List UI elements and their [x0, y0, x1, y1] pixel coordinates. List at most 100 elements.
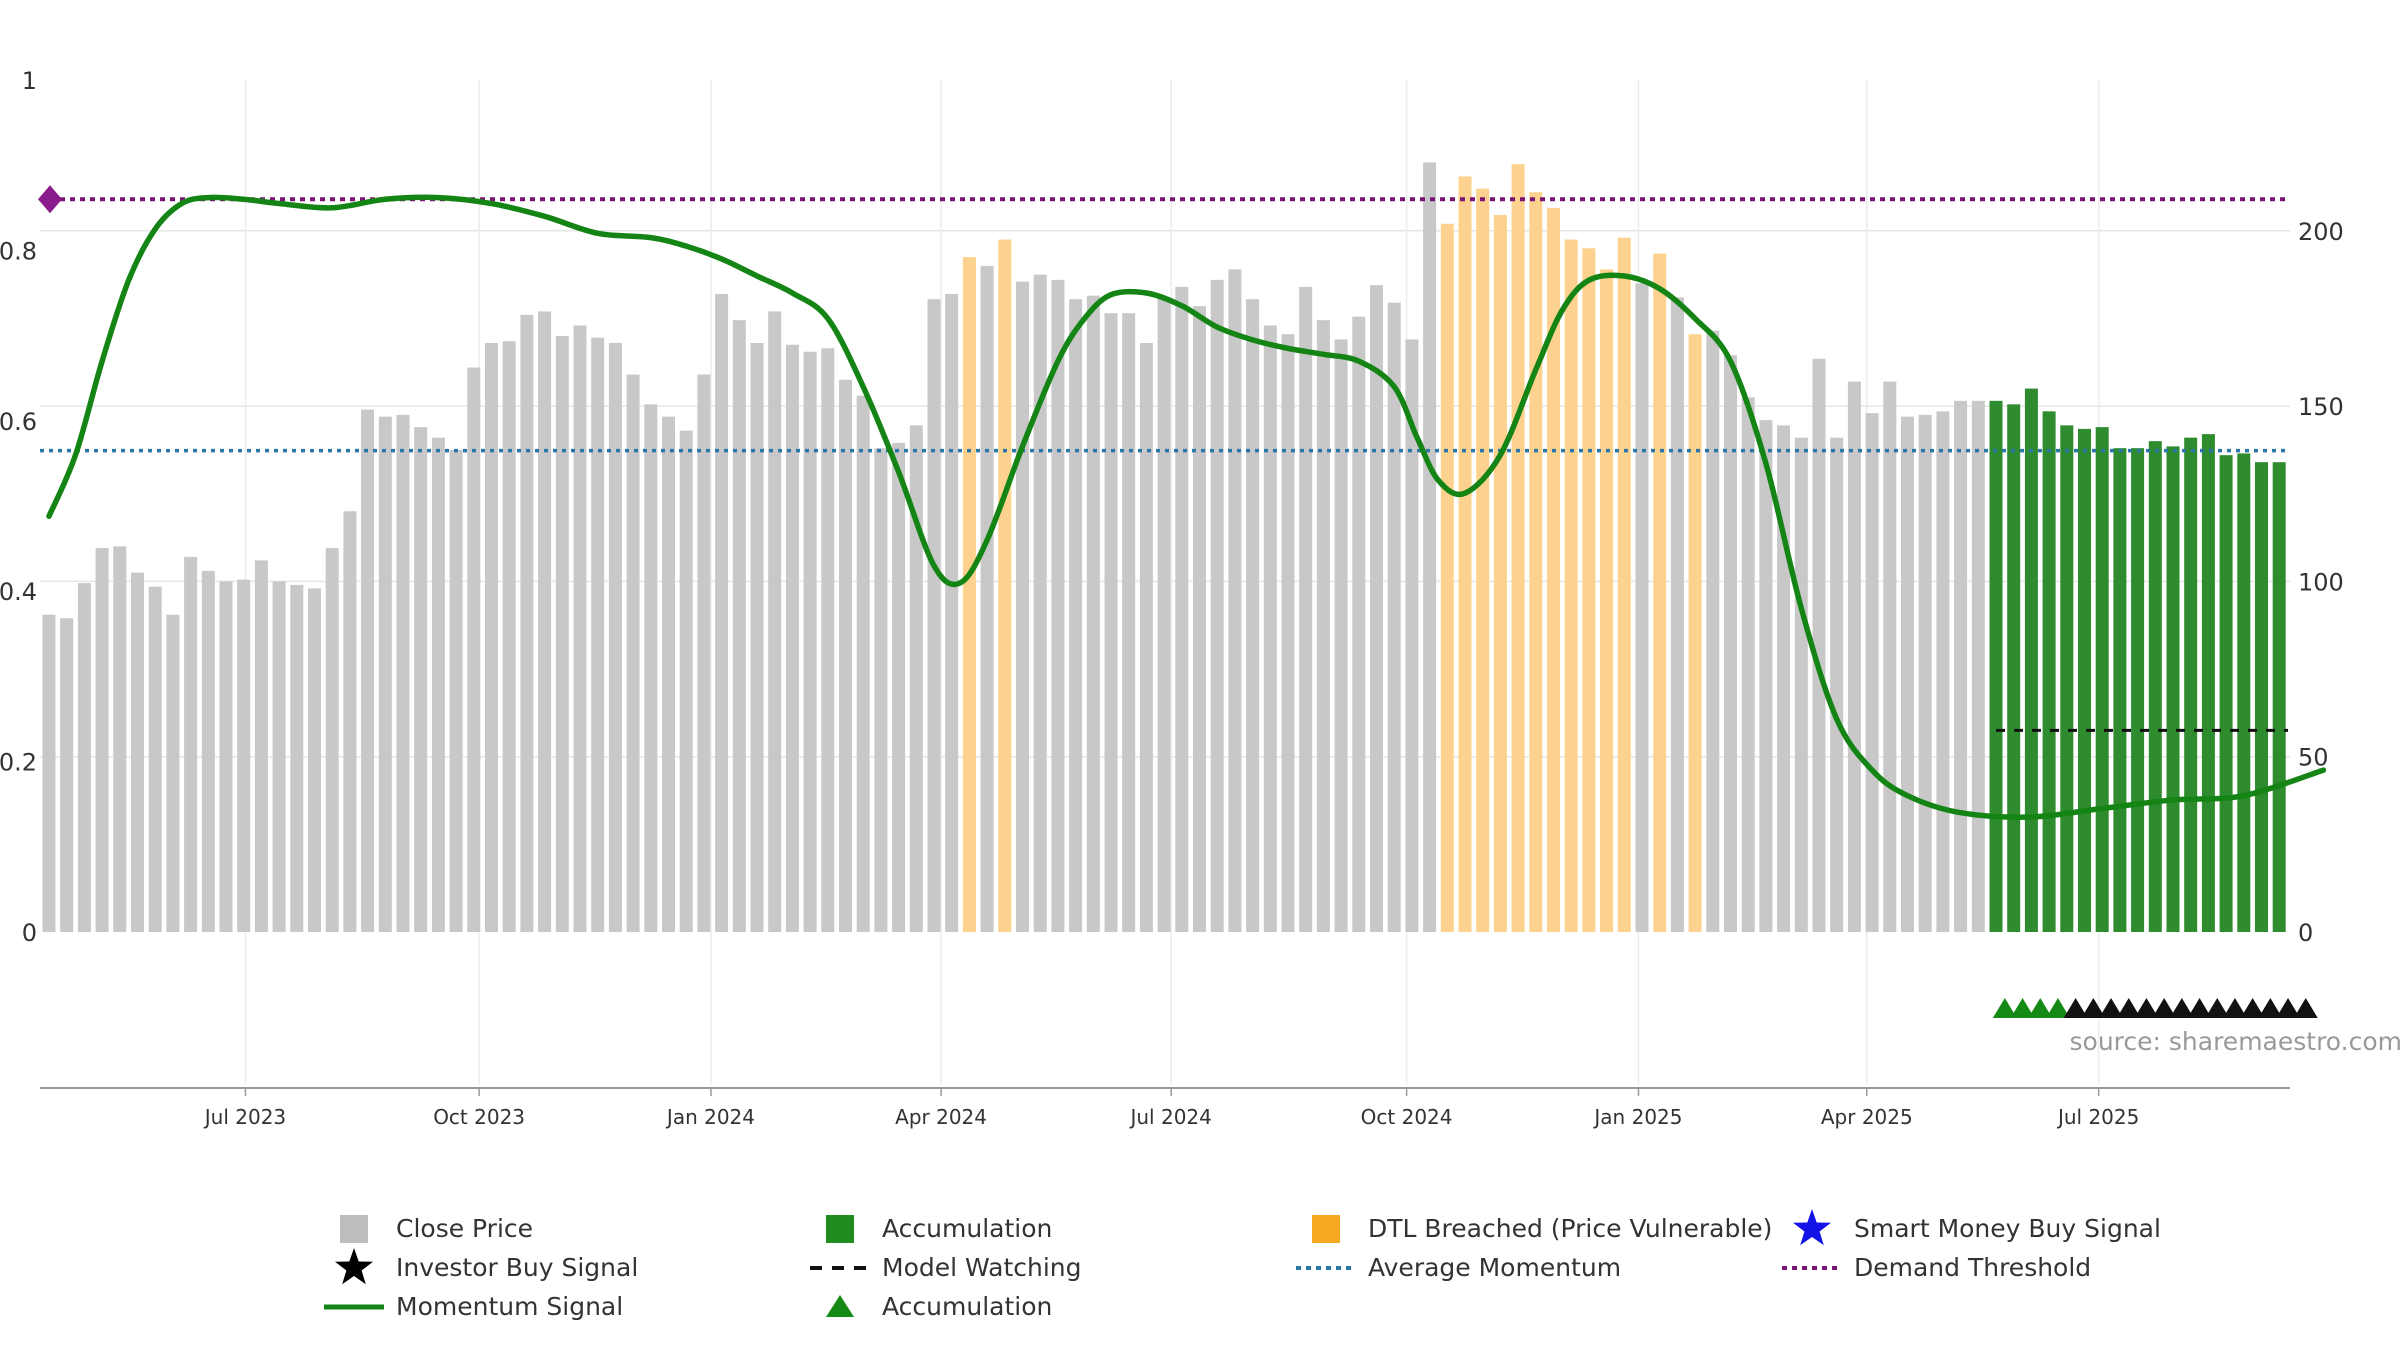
right-tick-label: 0	[2298, 919, 2313, 947]
close-price-bar	[1954, 401, 1967, 932]
accumulation-bar	[2167, 446, 2180, 932]
close-price-bar	[1423, 162, 1436, 932]
close-price-bar	[609, 343, 622, 932]
accumulation-bar	[2149, 441, 2162, 932]
accumulation-bar	[2007, 404, 2020, 932]
close-price-bar	[149, 587, 162, 932]
close-price-bar	[1228, 269, 1241, 932]
close-price-bar	[644, 404, 657, 932]
dtl-breached-bar	[1476, 189, 1489, 932]
close-price-bar	[503, 341, 516, 932]
dtl-breached-bar	[998, 240, 1011, 932]
accumulation-bar	[2113, 448, 2126, 932]
left-tick-label: 0.8	[0, 237, 37, 265]
source-text: source: sharemaestro.com	[2070, 1027, 2400, 1056]
close-price-bar	[255, 560, 268, 932]
close-price-bar	[43, 615, 56, 932]
legend-item: Smart Money Buy Signal	[1793, 1209, 2161, 1245]
close-price-bar	[1901, 417, 1914, 932]
accumulation-bar	[1990, 401, 2003, 932]
legend-item: DTL Breached (Price Vulnerable)	[1312, 1214, 1772, 1243]
close-price-bar	[432, 438, 445, 932]
close-price-bar	[184, 557, 197, 932]
close-price-bar	[786, 345, 799, 932]
right-tick-label: 100	[2298, 568, 2344, 596]
dtl-breached-bar	[1600, 269, 1613, 932]
close-price-bar	[343, 511, 356, 932]
close-price-bar	[326, 548, 339, 932]
left-tick-label: 0.6	[0, 408, 37, 436]
close-price-bar	[78, 583, 91, 932]
close-price-bar	[202, 571, 215, 932]
close-price-bar	[1211, 280, 1224, 932]
close-price-bar	[96, 548, 109, 932]
close-price-bar	[1175, 287, 1188, 932]
close-price-bar	[928, 299, 941, 932]
close-price-bar	[60, 618, 73, 932]
close-price-bar	[1069, 299, 1082, 932]
dtl-breached-bar	[1529, 192, 1542, 932]
close-price-bar	[627, 375, 640, 932]
threshold-diamond-marker	[38, 185, 62, 213]
close-price-bar	[857, 396, 870, 932]
dtl-breached-bar	[1565, 240, 1578, 932]
close-price-bar	[1352, 317, 1365, 932]
close-price-bar	[1140, 343, 1153, 932]
close-price-bar	[450, 450, 463, 932]
close-price-bar	[485, 343, 498, 932]
close-price-bar	[538, 311, 551, 932]
legend-item: Model Watching	[810, 1253, 1082, 1282]
close-price-bar	[680, 431, 693, 932]
accumulation-bar	[2202, 434, 2215, 932]
close-price-bar	[768, 311, 781, 932]
accumulation-bar	[2273, 462, 2286, 932]
close-price-bar	[1636, 283, 1649, 932]
close-price-bar	[1016, 282, 1029, 932]
close-price-bar	[839, 380, 852, 932]
close-price-bar	[1264, 325, 1277, 932]
close-price-bar	[131, 573, 144, 932]
close-price-bar	[591, 338, 604, 932]
close-price-bar	[945, 294, 958, 932]
legend-item: Average Momentum	[1296, 1253, 1621, 1282]
left-tick-label: 0	[22, 919, 37, 947]
legend-label: Close Price	[396, 1214, 533, 1243]
accumulation-bar	[2096, 427, 2109, 932]
close-price-bar	[1848, 382, 1861, 932]
legend-item: Accumulation	[826, 1214, 1052, 1243]
right-tick-label: 200	[2298, 218, 2344, 246]
close-price-bar	[361, 410, 374, 932]
legend-item: Demand Threshold	[1782, 1253, 2091, 1282]
smart-money-star-icon	[1793, 1209, 1831, 1245]
x-tick-label: Apr 2024	[895, 1105, 987, 1129]
close-price-bar	[733, 320, 746, 932]
close-price-bar	[1034, 275, 1047, 932]
close-price-bar	[220, 581, 233, 932]
close-price-bar	[751, 343, 764, 932]
legend-label: Smart Money Buy Signal	[1854, 1214, 2161, 1243]
close-price-bar	[1706, 331, 1719, 932]
close-price-bar	[1193, 306, 1206, 932]
dtl-breached-bar	[1459, 176, 1472, 932]
close-price-bar	[1795, 438, 1808, 932]
right-tick-label: 50	[2298, 744, 2329, 772]
close-price-bar	[379, 417, 392, 932]
close-price-bar	[1299, 287, 1312, 932]
dtl-breached-bar	[1582, 248, 1595, 932]
dtl-breached-bar	[1494, 215, 1507, 932]
close-price-bar	[1919, 415, 1932, 932]
close-price-bar	[804, 352, 817, 932]
legend: Close Price Accumulation DTL Breached (Pri…	[324, 1209, 2161, 1321]
close-price-bar	[1777, 425, 1790, 932]
close-price-bar	[166, 615, 179, 932]
close-price-bar	[981, 266, 994, 932]
accumulation-bar	[2255, 462, 2268, 932]
close-price-bar	[574, 325, 587, 932]
dtl-breached-legend-icon	[1312, 1215, 1340, 1243]
close-price-bar	[697, 375, 710, 932]
close-price-bar	[662, 417, 675, 932]
close-price-bar	[1936, 411, 1949, 932]
model-watching-triangle-marker	[2294, 998, 2318, 1018]
close-price-bar	[1122, 313, 1135, 932]
